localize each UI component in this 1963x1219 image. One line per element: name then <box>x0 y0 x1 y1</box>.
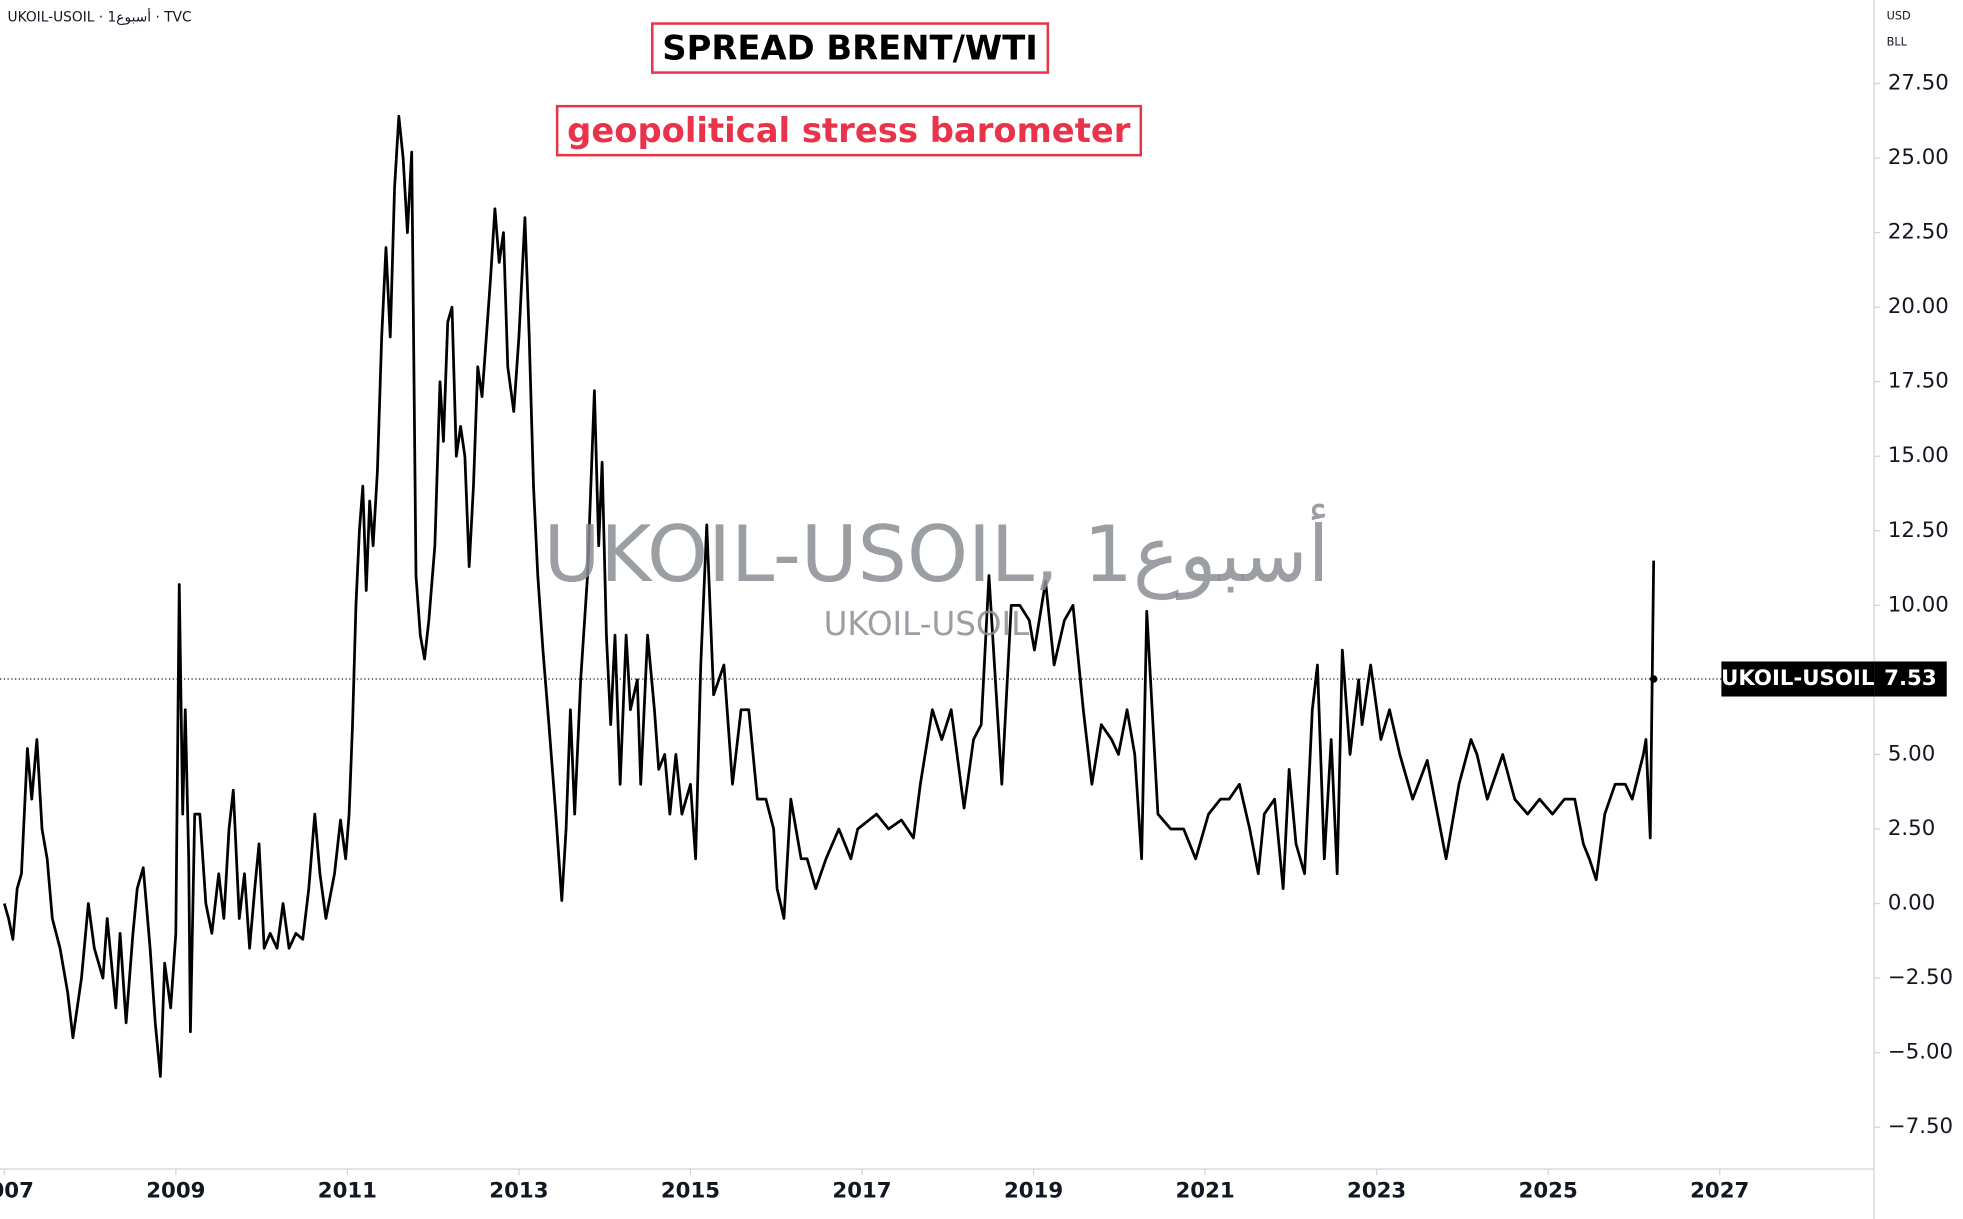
watermark-title: UKOIL-USOIL, 1أسبوع <box>544 503 1330 600</box>
x-tick-label: 2021 <box>1175 1178 1234 1203</box>
y-tick-label: 10.00 <box>1888 592 1949 617</box>
x-tick-label: 2019 <box>1004 1178 1063 1203</box>
last-value-name: UKOIL-USOIL <box>1721 666 1874 691</box>
x-tick-label: 2007 <box>0 1178 34 1203</box>
last-value-label: 7.53 <box>1884 666 1936 691</box>
last-value-name-box <box>1721 661 1875 697</box>
y-tick-label: 27.50 <box>1888 70 1949 95</box>
last-value-box <box>1874 661 1947 697</box>
y-tick-label: −2.50 <box>1888 965 1953 990</box>
unit-label: USD <box>1887 9 1911 22</box>
series-line <box>2 114 1656 1078</box>
x-tick-label: 2027 <box>1690 1178 1749 1203</box>
title-box <box>651 22 1050 74</box>
last-point <box>1649 675 1658 683</box>
chart-title: SPREAD BRENT/WTI <box>662 29 1038 68</box>
unit-label: BLL <box>1887 36 1908 49</box>
y-tick-label: −7.50 <box>1888 1114 1953 1139</box>
x-tick-label: 2013 <box>489 1178 548 1203</box>
y-tick-label: 0.00 <box>1888 891 1935 916</box>
chart-subtitle: geopolitical stress barometer <box>567 111 1131 150</box>
y-tick-label: 15.00 <box>1888 443 1949 468</box>
header: UKOIL-USOIL · 1أسبوع · TVC <box>8 8 192 26</box>
y-tick-label: −5.00 <box>1888 1040 1953 1065</box>
plot-area <box>0 114 1875 1078</box>
watermark-subtitle: UKOIL-USOIL <box>824 605 1030 643</box>
y-tick-label: 2.50 <box>1888 816 1935 841</box>
x-tick-label: 2017 <box>832 1178 891 1203</box>
y-tick-label: 5.00 <box>1888 741 1935 766</box>
y-tick-label: 17.50 <box>1888 369 1949 394</box>
x-tick-label: 2025 <box>1519 1178 1578 1203</box>
x-tick-label: 2015 <box>661 1178 720 1203</box>
x-tick-label: 2009 <box>146 1178 205 1203</box>
y-tick-label: 25.00 <box>1888 145 1949 170</box>
y-tick-label: 20.00 <box>1888 294 1949 319</box>
x-tick-label: 2011 <box>318 1178 377 1203</box>
x-tick-label: 2023 <box>1347 1178 1406 1203</box>
y-tick-label: 12.50 <box>1888 518 1949 543</box>
y-tick-label: 22.50 <box>1888 220 1949 245</box>
title-box <box>555 104 1143 157</box>
